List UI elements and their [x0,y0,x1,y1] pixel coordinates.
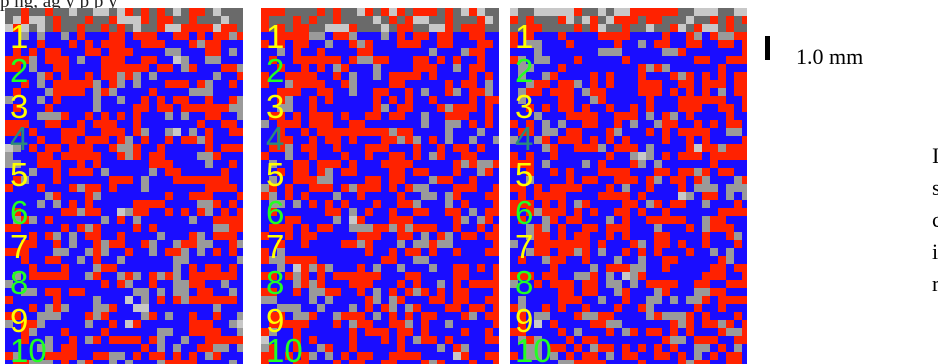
depth-label: 2 [10,52,29,89]
depth-label: 9 [10,302,29,339]
depth-label: 1 [10,18,29,55]
scale-bar [765,36,770,60]
scale-label: 1.0 mm [796,44,864,69]
map-panel-3: 1 2 3 4 5 6 7 8 9 10 [510,8,747,364]
activation-map-3 [510,8,747,364]
depth-label: 1 [266,18,285,55]
depth-label: 8 [10,264,29,301]
side-text-line: s [932,175,938,200]
depth-label: 8 [515,264,534,301]
depth-label: 7 [515,228,534,265]
map-panel-2: 1 2 3 4 5 6 7 8 9 10 [261,8,499,364]
depth-label: 10 [10,332,47,364]
side-text-line: i [932,239,938,264]
depth-label: 10 [266,332,303,364]
depth-label: 6 [266,194,285,231]
depth-label: 10 [515,332,552,364]
activation-map-2 [261,8,499,364]
depth-label: 6 [10,194,29,231]
depth-label: 3 [515,88,534,125]
side-text-line: c [932,207,938,232]
depth-label: 5 [515,156,534,193]
depth-label: 6 [515,194,534,231]
depth-label: 4 [10,120,29,157]
depth-label: 7 [266,228,285,265]
depth-label: 7 [10,228,29,265]
depth-label: 2 [515,52,534,89]
side-text-line: I [932,143,938,168]
depth-label: 5 [10,156,29,193]
side-text-line: r [932,271,938,296]
depth-label: 5 [266,156,285,193]
depth-label: 3 [266,88,285,125]
depth-label: 2 [266,52,285,89]
depth-label: 3 [10,88,29,125]
activation-map-1 [5,8,243,364]
depth-label: 1 [515,18,534,55]
map-panel-1: 1 2 3 4 5 6 7 8 9 10 [5,8,243,364]
depth-label: 4 [515,120,534,157]
depth-label: 4 [266,120,285,157]
depth-label: 8 [266,264,285,301]
depth-label: 9 [266,302,285,339]
side-text: I s c i r [932,140,938,300]
depth-label: 9 [515,302,534,339]
